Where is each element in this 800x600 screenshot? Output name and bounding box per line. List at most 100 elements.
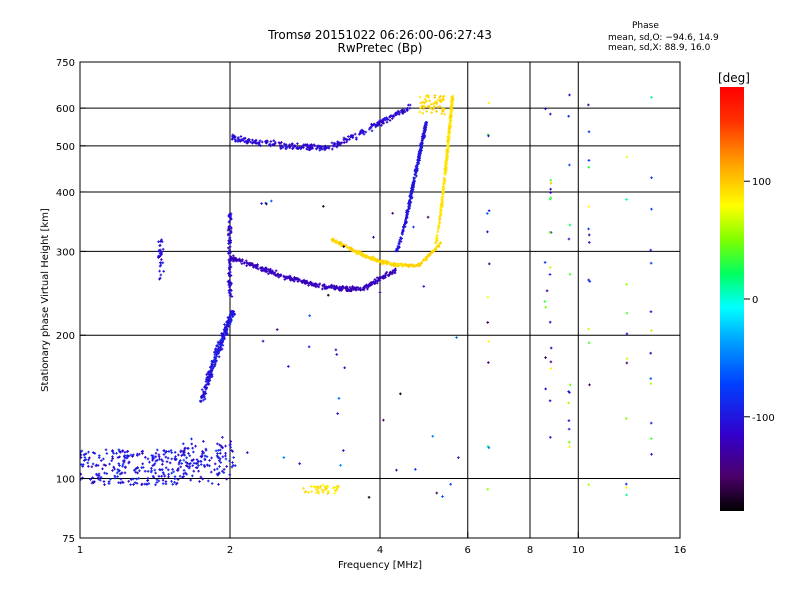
- echo-point: [190, 437, 193, 441]
- echo-point: [449, 109, 453, 113]
- echo-point: [321, 483, 325, 487]
- echo-point: [443, 112, 446, 116]
- echo-point: [173, 477, 177, 480]
- echo-point: [264, 201, 268, 205]
- echo-point: [487, 262, 491, 266]
- echo-point: [401, 229, 405, 233]
- colorbar-ticks: 100 0 -100: [744, 177, 775, 424]
- y-tick-label: 75: [62, 534, 75, 545]
- echo-point: [359, 130, 362, 134]
- echo-point: [383, 260, 387, 263]
- echo-point: [200, 395, 204, 399]
- echo-point: [87, 465, 90, 468]
- echo-point: [87, 458, 90, 462]
- echo-point: [649, 377, 653, 380]
- echo-point: [305, 144, 309, 148]
- echo-point: [333, 144, 337, 148]
- echo-point: [411, 190, 414, 194]
- echo-point: [123, 471, 127, 475]
- echo-point: [234, 139, 238, 143]
- echo-point: [487, 101, 491, 105]
- echo-point: [158, 457, 161, 461]
- echo-point: [170, 457, 174, 461]
- echo-point: [323, 485, 327, 489]
- echo-point: [173, 480, 176, 484]
- echo-point: [587, 227, 590, 231]
- echo-point: [425, 255, 428, 259]
- echo-point: [323, 488, 326, 492]
- echo-point: [168, 461, 172, 465]
- echo-point: [256, 267, 260, 271]
- echo-point: [398, 111, 402, 114]
- echo-point: [320, 488, 324, 492]
- echo-point: [385, 262, 389, 266]
- echo-point: [117, 469, 120, 473]
- echo-point: [317, 285, 321, 289]
- echo-point: [213, 355, 217, 359]
- echo-point: [549, 346, 553, 350]
- echo-point: [587, 103, 590, 107]
- echo-point: [410, 196, 413, 200]
- echo-point: [157, 474, 161, 478]
- echo-point: [587, 278, 590, 282]
- echo-point: [348, 246, 352, 249]
- echo-point: [338, 241, 341, 245]
- echo-point: [444, 165, 447, 168]
- echo-point: [285, 277, 289, 280]
- echo-point: [625, 198, 628, 201]
- echo-point: [264, 266, 268, 270]
- echo-point: [203, 391, 207, 395]
- echo-point: [195, 466, 199, 469]
- echo-point: [298, 278, 302, 282]
- echo-point: [262, 269, 265, 272]
- echo-point: [209, 373, 212, 377]
- echo-point: [103, 471, 106, 475]
- echo-point: [314, 491, 318, 495]
- echo-point: [265, 141, 268, 145]
- echo-point: [549, 436, 552, 439]
- echo-point: [354, 288, 358, 291]
- echo-point: [93, 452, 97, 455]
- echo-point: [548, 197, 552, 201]
- echo-point: [447, 144, 450, 147]
- y-tick-label: 750: [56, 58, 75, 69]
- echo-point: [228, 473, 232, 477]
- echo-point: [624, 482, 628, 486]
- echo-point: [167, 473, 170, 476]
- echo-point: [349, 135, 352, 139]
- echo-point: [403, 223, 406, 226]
- echo-point: [350, 249, 353, 252]
- echo-point: [143, 469, 147, 473]
- echo-point: [182, 442, 185, 446]
- echo-point: [344, 243, 347, 247]
- echo-point: [285, 145, 289, 149]
- echo-point: [96, 476, 100, 480]
- echo-point: [120, 480, 124, 484]
- echo-point: [182, 475, 185, 478]
- echo-point: [219, 461, 223, 464]
- echo-point: [227, 246, 230, 250]
- echo-point: [129, 453, 133, 457]
- echo-point: [396, 111, 399, 115]
- echo-point: [435, 239, 438, 243]
- echo-point: [169, 449, 173, 452]
- echo-point: [269, 140, 273, 143]
- chart-title: Tromsø 20151022 06:26:00-06:27:43: [268, 28, 492, 42]
- echo-point: [118, 464, 121, 467]
- echo-point: [421, 100, 424, 104]
- echo-point: [487, 361, 490, 364]
- echo-point: [268, 142, 272, 146]
- echo-point: [337, 397, 341, 400]
- echo-point: [165, 450, 168, 453]
- echo-point: [159, 261, 162, 264]
- echo-point: [625, 357, 629, 361]
- echo-point: [387, 274, 391, 278]
- echo-point: [227, 239, 230, 243]
- echo-point: [236, 259, 240, 262]
- echo-point: [401, 111, 404, 114]
- echo-point: [381, 261, 384, 264]
- echo-point: [182, 458, 186, 462]
- echo-point: [162, 453, 166, 456]
- echo-point: [187, 466, 191, 470]
- echo-point: [403, 110, 407, 114]
